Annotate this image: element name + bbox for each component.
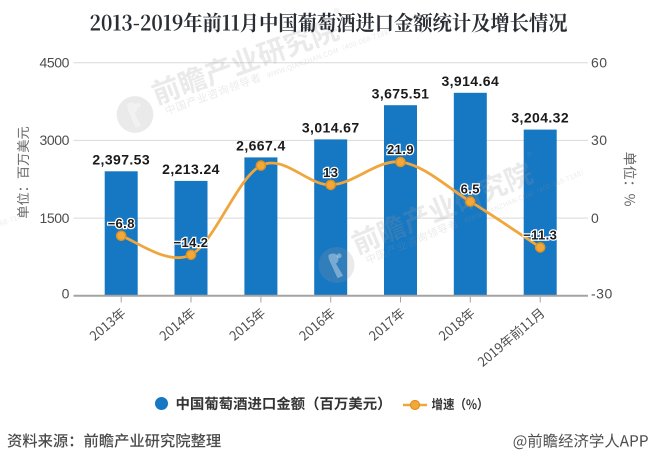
- svg-text:2,397.53: 2,397.53: [92, 151, 150, 167]
- svg-text:−11.3: −11.3: [523, 227, 557, 242]
- svg-text:60: 60: [591, 55, 608, 71]
- svg-text:0: 0: [62, 286, 70, 302]
- svg-text:3,204.32: 3,204.32: [511, 110, 569, 126]
- svg-text:3,675.51: 3,675.51: [372, 85, 430, 101]
- svg-text:30: 30: [591, 132, 608, 148]
- svg-text:3000: 3000: [39, 132, 69, 148]
- svg-text:−14.2: −14.2: [174, 235, 209, 250]
- svg-text:1500: 1500: [39, 210, 69, 226]
- svg-text:0: 0: [591, 210, 599, 226]
- svg-text:2,213.24: 2,213.24: [162, 161, 220, 177]
- svg-text:2,667.4: 2,667.4: [236, 138, 286, 154]
- svg-text:21.9: 21.9: [387, 142, 414, 157]
- svg-text:3,914.64: 3,914.64: [441, 73, 499, 89]
- svg-text:3,014.67: 3,014.67: [302, 120, 360, 136]
- svg-text:13: 13: [323, 165, 338, 180]
- svg-text:−6.8: −6.8: [108, 216, 135, 231]
- svg-text:6.5: 6.5: [461, 182, 480, 197]
- svg-text:-30: -30: [591, 286, 613, 302]
- svg-text:4500: 4500: [39, 55, 69, 71]
